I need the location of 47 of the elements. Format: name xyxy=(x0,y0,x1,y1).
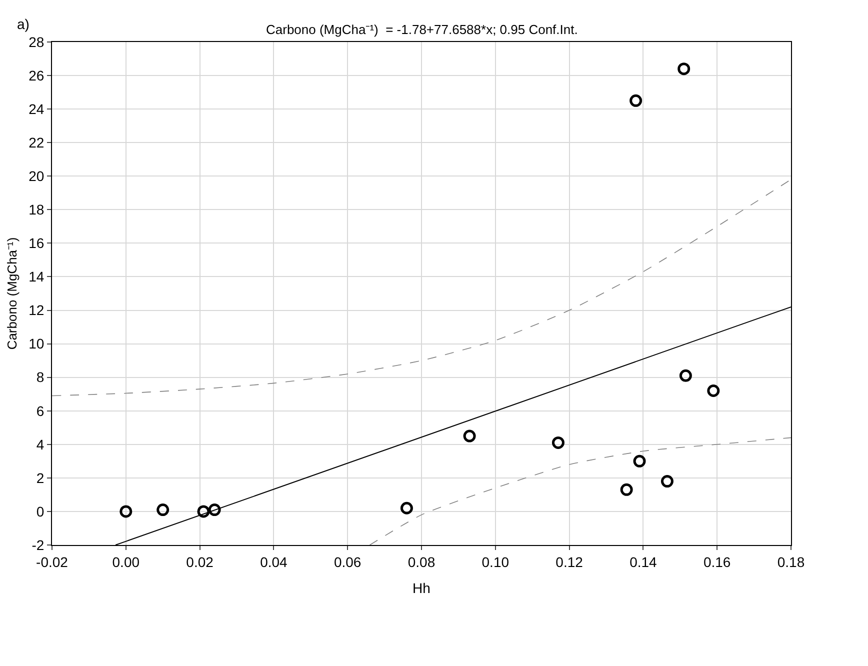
y-tick-label: 6 xyxy=(36,402,44,419)
x-tick-label: 0.02 xyxy=(186,554,214,570)
x-axis-title: Hh xyxy=(412,580,430,596)
chart-title: Carbono (MgCha⁻¹) = -1.78+77.6588*x; 0.95 Conf.Int. xyxy=(266,22,578,37)
line-series xyxy=(52,179,791,396)
text: a) xyxy=(17,16,30,32)
y-tick-label: 26 xyxy=(28,67,44,84)
point xyxy=(707,384,720,397)
y-tick-label: 18 xyxy=(28,202,44,218)
point xyxy=(197,505,210,518)
y-tick-label: 12 xyxy=(28,302,44,318)
point xyxy=(400,502,413,514)
y-tick-label: 10 xyxy=(28,336,44,352)
point xyxy=(679,369,692,382)
y-axis-title: Carbono (MgCha⁻¹) xyxy=(4,237,20,350)
y-tick-label: 22 xyxy=(28,134,44,150)
point xyxy=(630,94,642,107)
y-tick-label: 4 xyxy=(36,436,44,452)
x-tick-label: -0.02 xyxy=(36,554,68,570)
point xyxy=(633,454,646,468)
x-tick-label: 0.14 xyxy=(630,554,658,570)
y-tick-label: 16 xyxy=(28,235,44,252)
line-series xyxy=(369,437,791,545)
y-tick-label: 14 xyxy=(28,268,44,285)
x-tick-label: 0.08 xyxy=(408,554,436,570)
y-tick-label: 24 xyxy=(28,100,44,117)
y-tick-label: 8 xyxy=(36,369,44,386)
point xyxy=(552,436,564,449)
y-tick-label: 0 xyxy=(36,503,44,520)
y-tick-label: 2 xyxy=(36,470,44,486)
x-tick-label: 0.12 xyxy=(556,554,584,570)
y-tick-label: -2 xyxy=(32,536,44,553)
point xyxy=(120,505,132,518)
x-tick-label: 0.00 xyxy=(112,554,140,570)
x-tick-label: 0.16 xyxy=(703,554,731,570)
point xyxy=(208,504,221,516)
point xyxy=(620,483,633,496)
y-tick-label: 20 xyxy=(28,168,44,184)
point xyxy=(660,475,674,488)
x-tick-label: 0.18 xyxy=(777,554,805,570)
x-tick-label: 0.06 xyxy=(334,554,362,570)
point xyxy=(156,504,170,516)
y-tick-label: 28 xyxy=(28,34,44,50)
point xyxy=(678,62,690,76)
x-tick-label: 0.04 xyxy=(260,554,288,570)
point xyxy=(463,430,476,442)
x-tick-label: 0.10 xyxy=(482,554,510,570)
